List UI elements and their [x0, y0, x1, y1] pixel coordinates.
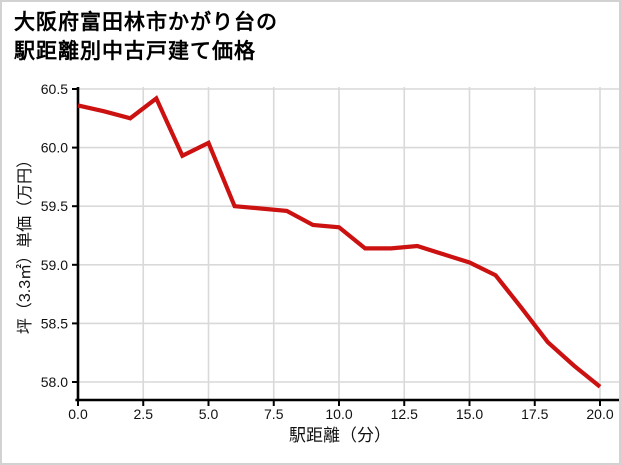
- y-axis-label: 坪（3.3㎡）単価（万円）: [17, 151, 34, 335]
- x-tick-label: 0.0: [68, 406, 88, 422]
- x-tick-label: 12.5: [391, 406, 418, 422]
- y-tick-label: 59.5: [41, 198, 68, 214]
- price-line: [77, 95, 602, 389]
- chart-title: 大阪府富田林市かがり台の 駅距離別中古戸建て価格: [14, 8, 278, 66]
- x-tick-label: 15.0: [456, 406, 483, 422]
- x-axis-label: 駅距離（分）: [289, 426, 391, 445]
- x-tick-label: 20.0: [586, 406, 613, 422]
- chart-title-line1: 大阪府富田林市かがり台の: [14, 11, 278, 34]
- x-tick-label: 10.0: [325, 406, 352, 422]
- y-tick-label: 60.5: [41, 81, 68, 97]
- chart-title-line2: 駅距離別中古戸建て価格: [14, 40, 256, 63]
- y-tick-label: 58.5: [41, 315, 68, 331]
- x-tick-label: 5.0: [199, 406, 219, 422]
- y-tick-label: 59.0: [41, 257, 68, 273]
- x-tick-label: 2.5: [134, 406, 154, 422]
- x-tick-label: 7.5: [264, 406, 284, 422]
- y-tick-label: 60.0: [41, 140, 68, 156]
- y-tick-label: 58.0: [41, 374, 68, 390]
- x-tick-label: 17.5: [521, 406, 548, 422]
